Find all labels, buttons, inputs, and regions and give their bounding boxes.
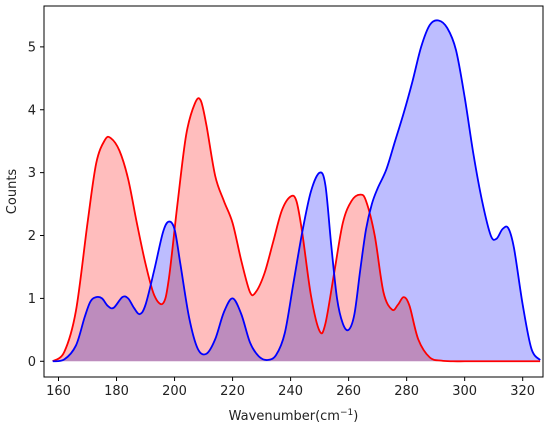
x-tick-label: 320 — [510, 384, 535, 399]
x-tick-label: 220 — [220, 384, 245, 399]
series-2-line — [52, 19, 541, 363]
x-axis-label: Wavenumber(cm−1) — [229, 408, 359, 424]
y-tick-label: 3 — [28, 166, 36, 181]
y-tick-label: 1 — [28, 292, 36, 307]
x-tick-label: 160 — [46, 384, 71, 399]
y-tick-label: 4 — [28, 103, 36, 118]
x-tick-label: 260 — [336, 384, 361, 399]
plot-area — [52, 19, 541, 363]
y-axis-label: Counts — [5, 169, 20, 215]
y-tick-label: 0 — [28, 355, 36, 370]
y-axis: 0 1 2 3 4 5 — [28, 40, 44, 370]
x-tick-label: 240 — [278, 384, 303, 399]
y-tick-label: 5 — [28, 40, 36, 55]
y-tick-label: 2 — [28, 229, 36, 244]
series-2-area — [52, 20, 541, 362]
series-1-line — [52, 97, 541, 363]
x-tick-label: 300 — [452, 384, 477, 399]
x-tick-label: 200 — [162, 384, 187, 399]
x-tick-label: 280 — [394, 384, 419, 399]
axes-frame — [43, 5, 544, 378]
x-tick-label: 180 — [104, 384, 129, 399]
x-axis: 160 180 200 220 240 260 280 300 320 — [46, 377, 535, 399]
